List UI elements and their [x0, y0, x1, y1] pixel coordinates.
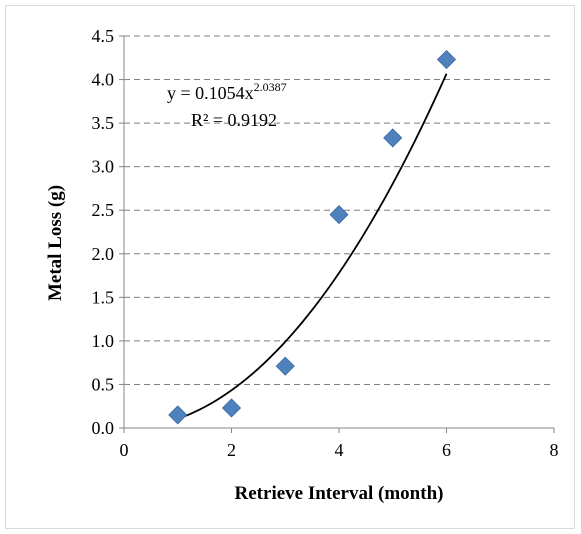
- y-axis-title: Metal Loss (g): [45, 185, 66, 301]
- y-tick-label: 3.0: [92, 157, 115, 177]
- r-squared-label: R² = 0.9192: [191, 110, 277, 130]
- data-point-diamond: [168, 405, 188, 425]
- y-tick-label: 0.5: [92, 374, 115, 394]
- axes: [119, 35, 555, 433]
- x-tick-label: 4: [335, 440, 344, 460]
- power-trendline: [177, 73, 448, 420]
- y-tick-label: 3.5: [92, 113, 115, 133]
- x-tick-label: 0: [120, 440, 129, 460]
- trendline-equation: y = 0.1054x2.0387: [167, 80, 287, 103]
- y-tick-label: 2.5: [92, 200, 115, 220]
- x-tick-label: 2: [227, 440, 236, 460]
- y-tick-label: 4.5: [92, 26, 115, 46]
- data-points: [168, 49, 457, 425]
- y-tick-label: 1.0: [92, 331, 115, 351]
- y-tick-label: 1.5: [92, 287, 115, 307]
- equation-base: y = 0.1054x: [167, 83, 254, 103]
- tick-labels: 0.0 0.5 1.0 1.5 2.0 2.5 3.0 3.5 4.0 4.5 0 2 4 6 8: [92, 26, 559, 460]
- y-tick-label: 4.0: [92, 70, 115, 90]
- data-point-diamond: [436, 49, 457, 70]
- x-tick-label: 8: [550, 440, 559, 460]
- data-point-diamond: [383, 128, 403, 148]
- y-tick-label: 2.0: [92, 244, 115, 264]
- data-point-diamond: [329, 205, 349, 225]
- data-point-diamond: [275, 356, 295, 376]
- gridlines: [124, 35, 554, 385]
- x-axis-title: Retrieve Interval (month): [235, 483, 444, 504]
- trendline-layer: [177, 73, 448, 420]
- data-point-diamond: [221, 398, 242, 418]
- equation-exponent: 2.0387: [254, 80, 287, 94]
- y-tick-label: 0.0: [92, 418, 115, 438]
- x-tick-label: 6: [442, 440, 451, 460]
- chart-frame: [5, 5, 575, 529]
